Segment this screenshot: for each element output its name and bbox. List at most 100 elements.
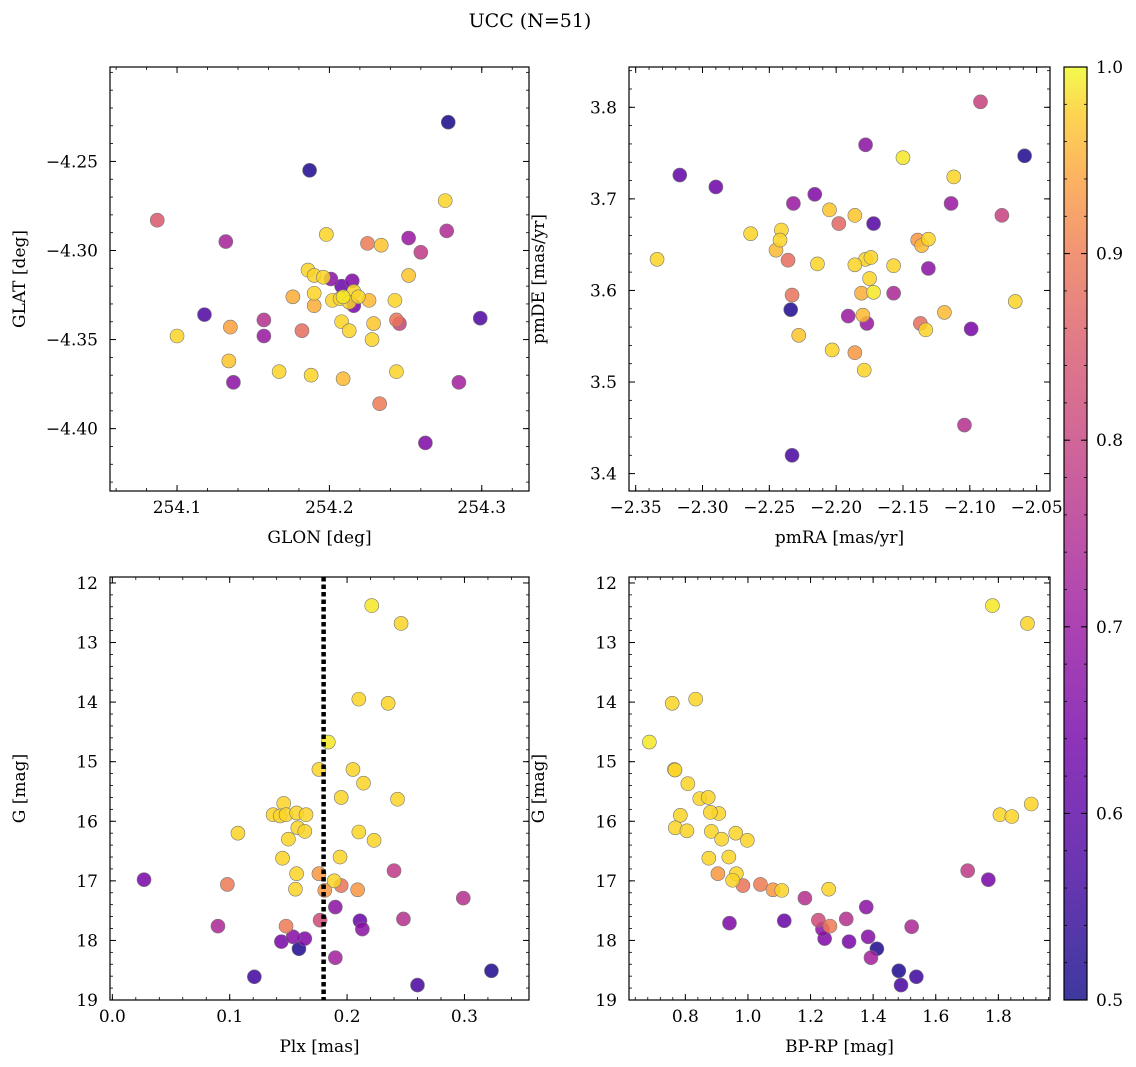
data-point (149, 212, 165, 228)
data-point (797, 890, 813, 906)
data-point (680, 776, 696, 792)
data-point (306, 285, 322, 301)
x-tick-label: 0.8 (672, 1007, 699, 1027)
data-point (472, 310, 488, 326)
data-point (455, 890, 471, 906)
data-point (341, 323, 357, 338)
data-point (136, 872, 152, 887)
colorbar-tick-label: 0.8 (1096, 431, 1123, 451)
data-point (332, 849, 348, 865)
data-point (776, 913, 792, 929)
data-point (223, 319, 238, 335)
data-point (847, 257, 863, 273)
data-point (393, 616, 409, 631)
data-point (863, 950, 879, 966)
panel-color-magnitude: 0.8 1.0 1.2 1.4 1.6 1.8 12 13 14 15 16 17 18 19 BP-RP … (529, 574, 1051, 1057)
data-point (703, 805, 718, 820)
data-point (386, 863, 402, 879)
data-point (328, 950, 343, 966)
data-point (946, 169, 962, 185)
data-point (886, 258, 901, 274)
x-axis-label: BP-RP [mag] (785, 1037, 894, 1057)
data-point (256, 312, 272, 328)
x-tick-label: 1.4 (860, 1007, 887, 1027)
data-point (297, 824, 313, 839)
y-tick-label: 14 (595, 693, 617, 713)
data-point (221, 353, 237, 369)
data-point (326, 873, 342, 889)
x-tick-label: 1.2 (797, 1007, 824, 1027)
data-point (364, 598, 380, 613)
data-point (356, 775, 371, 791)
y-axis-label: GLAT [deg] (10, 230, 30, 328)
data-point (672, 167, 688, 183)
data-point (960, 863, 975, 879)
y-axis-label: pmDE [mas/yr] (529, 214, 549, 344)
data-point (288, 881, 303, 897)
data-point (1017, 148, 1032, 164)
data-point (725, 872, 740, 888)
data-point (831, 216, 847, 231)
data-point (841, 934, 857, 949)
x-axis-label: pmRA [mas/yr] (775, 528, 904, 548)
y-tick-label: 3.6 (590, 281, 617, 301)
x-tick-label: 254.3 (457, 498, 506, 518)
panel-parallax-magnitude: 0.0 0.1 0.2 0.3 12 13 14 15 16 17 18 19 Plx [mas] G [… (10, 574, 530, 1057)
y-tick-label: 12 (595, 574, 617, 594)
data-point (289, 866, 304, 881)
data-point (783, 302, 799, 317)
data-point (649, 252, 665, 267)
data-point (866, 284, 881, 300)
data-point (271, 364, 287, 379)
y-tick-label: 13 (595, 634, 617, 654)
data-point (994, 208, 1010, 223)
data-point (401, 230, 416, 246)
data-point (963, 321, 979, 337)
data-point (401, 268, 416, 283)
data-point (364, 332, 380, 347)
data-point (345, 762, 361, 777)
data-point (1020, 616, 1035, 631)
colorbar-gradient (1064, 67, 1087, 1000)
x-tick-label: −2.10 (944, 498, 996, 518)
data-point (786, 196, 801, 211)
data-point (372, 396, 387, 412)
x-tick-label: 0.1 (216, 1007, 243, 1027)
y-tick-label: 19 (76, 991, 98, 1011)
x-tick-label: 254.2 (305, 498, 354, 518)
data-point (410, 977, 425, 993)
data-point (642, 734, 657, 750)
data-point (351, 691, 367, 707)
data-point (247, 969, 262, 985)
x-tick-label: −2.20 (810, 498, 862, 518)
data-point (1007, 294, 1023, 309)
data-point (366, 833, 382, 848)
x-tick-label: 0.0 (99, 1007, 126, 1027)
data-point (710, 866, 726, 881)
data-point (909, 969, 924, 985)
y-tick-label: 3.8 (590, 98, 617, 118)
colorbar: 0.5 0.6 0.7 0.8 0.9 1.0 (1063, 58, 1123, 1011)
data-point (484, 963, 499, 979)
data-point (285, 289, 301, 305)
y-tick-label: 3.5 (590, 373, 617, 393)
data-point (230, 825, 246, 841)
data-point (418, 435, 433, 451)
data-point (673, 808, 688, 823)
data-point (226, 375, 241, 390)
data-point (891, 963, 907, 979)
y-tick-label: 16 (76, 812, 98, 832)
data-point (893, 977, 909, 993)
data-point (886, 285, 901, 301)
data-point (973, 94, 988, 110)
colorbar-frame (1063, 66, 1088, 1001)
data-point (285, 929, 301, 945)
data-point (218, 234, 234, 249)
data-point (351, 824, 367, 840)
y-tick-label: −4.40 (46, 420, 98, 440)
data-point (335, 371, 351, 387)
data-point (791, 328, 807, 343)
data-point (220, 877, 235, 892)
data-point (784, 287, 800, 303)
